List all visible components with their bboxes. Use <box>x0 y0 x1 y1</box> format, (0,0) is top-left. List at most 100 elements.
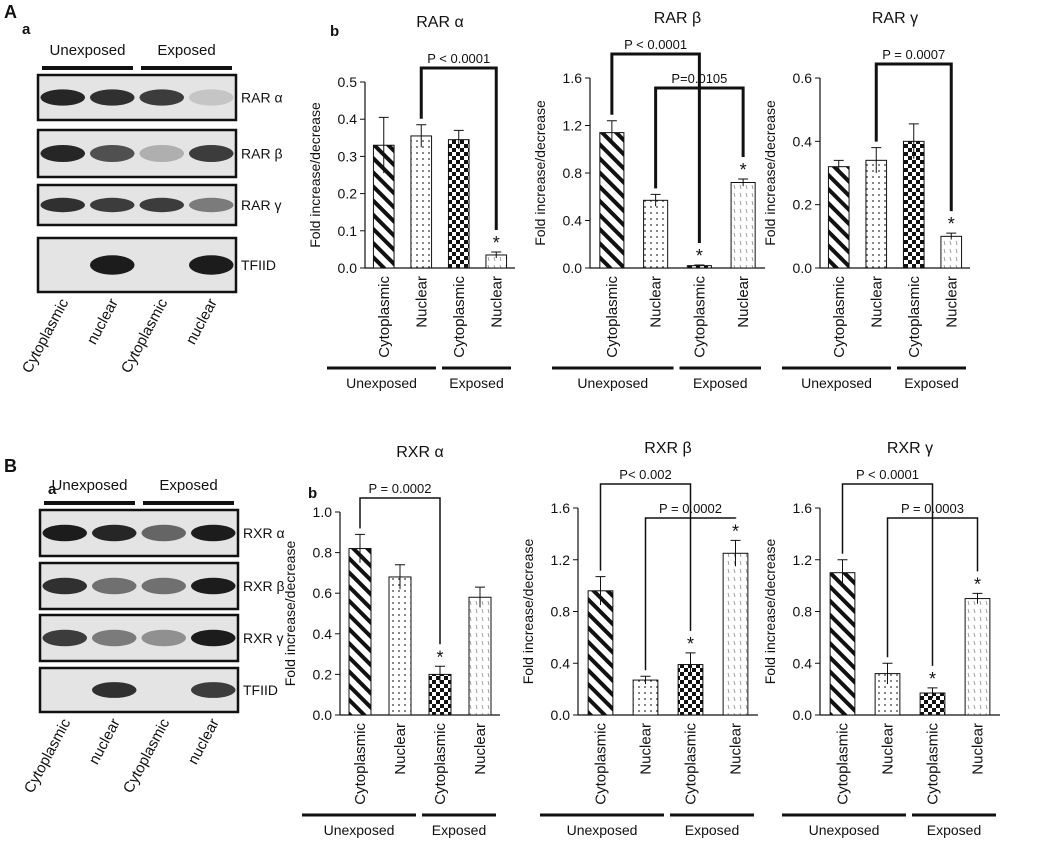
blot-label: TFIID <box>241 257 276 273</box>
blot-label: RAR α <box>241 90 283 106</box>
error-bar <box>435 665 445 683</box>
y-tick-label: 0.4 <box>338 111 358 127</box>
chart-title: RAR α <box>416 14 463 31</box>
blot-band <box>139 197 185 213</box>
x-tick-label: Cytoplasmic <box>432 723 449 805</box>
error-bar <box>475 586 485 608</box>
chart-title: RAR γ <box>872 10 918 27</box>
error-bar <box>491 251 502 258</box>
error-bar <box>378 116 389 174</box>
y-axis-label: Fold increase/decrease <box>762 100 778 246</box>
x-tick-label: Cytoplasmic <box>593 723 610 805</box>
blot-band <box>190 577 236 595</box>
x-tick-label: Nuclear <box>413 276 430 328</box>
x-tick-label: Cytoplasmic <box>376 276 393 358</box>
y-tick-label: 0.8 <box>551 604 571 620</box>
y-tick-label: 0.0 <box>313 707 333 723</box>
error-bar <box>730 539 741 567</box>
error-bar <box>871 147 882 173</box>
y-tick-label: 0.4 <box>563 213 583 229</box>
blot-band <box>89 197 135 213</box>
x-tick-label: Nuclear <box>638 723 655 775</box>
chart-title: RXR γ <box>887 440 933 457</box>
y-tick-label: 1.2 <box>563 118 583 134</box>
y-tick-label: 0.0 <box>338 260 358 276</box>
x-tick-label: Cytoplasmic <box>925 723 942 805</box>
blot-band <box>91 629 137 647</box>
bar <box>410 135 433 269</box>
bar-chart: RXR γ 0.0 0.4 0.8 1.2 1.6 Fold increase/decrea… <box>762 440 1000 838</box>
p-value: P< 0.002 <box>619 467 671 482</box>
blot-band <box>42 629 88 647</box>
y-axis-label: Fold increase/decrease <box>307 102 323 248</box>
x-tick-label: Nuclear <box>488 276 505 328</box>
panel-sub-a: a <box>48 481 57 498</box>
y-tick-label: 0.4 <box>793 655 813 671</box>
significance-mark: * <box>493 233 500 253</box>
blot-band <box>40 89 86 106</box>
error-bar <box>395 564 405 590</box>
blot-band <box>42 524 88 542</box>
x-tick-label: Nuclear <box>868 276 885 328</box>
significance-mark: * <box>929 669 936 689</box>
group-label: Unexposed <box>801 375 872 391</box>
bar-chart: RXR α 0.0 0.2 0.4 0.6 0.8 1.0 Fold increase/dec… <box>282 444 500 838</box>
bar <box>865 159 888 269</box>
y-tick-label: 0.2 <box>313 666 333 682</box>
significance-mark: * <box>687 634 694 654</box>
p-value: P < 0.0001 <box>856 467 919 482</box>
y-tick-label: 1.2 <box>793 552 813 568</box>
blot-band <box>42 577 88 595</box>
x-tick-label: Cytoplasmic <box>451 276 468 358</box>
y-tick-label: 0.4 <box>793 133 813 149</box>
y-tick-label: 0.5 <box>338 74 358 90</box>
y-tick-label: 0.0 <box>551 707 571 723</box>
x-tick-label: Nuclear <box>392 723 409 775</box>
y-tick-label: 1.6 <box>551 500 571 516</box>
lane-label: nuclear <box>185 716 223 767</box>
y-tick-label: 0.2 <box>338 186 358 202</box>
error-bar <box>833 159 844 173</box>
y-tick-label: 0.4 <box>313 626 333 642</box>
blot-band <box>91 524 137 542</box>
bar <box>348 548 372 716</box>
y-axis-label: Fold increase/decrease <box>762 539 778 685</box>
group-label: Exposed <box>693 375 747 391</box>
lane-label: Cytoplasmic <box>118 295 172 376</box>
blot-group-label: Exposed <box>159 477 217 494</box>
bar-chart: RXR β 0.0 0.4 0.8 1.2 1.6 Fold increase/decrea… <box>520 440 758 838</box>
group-label: Exposed <box>904 375 958 391</box>
significance-mark: * <box>948 214 955 234</box>
error-bar <box>972 592 983 604</box>
group-label: Unexposed <box>567 822 638 838</box>
x-tick-label: Cytoplasmic <box>604 276 621 358</box>
error-bar <box>908 123 919 159</box>
error-bar <box>685 652 696 677</box>
significance-mark: * <box>740 160 747 180</box>
bar <box>722 552 749 716</box>
blot-band <box>40 197 86 213</box>
significance-bracket <box>841 483 934 666</box>
lane-label: nuclear <box>86 716 124 767</box>
significance-mark: * <box>732 521 739 541</box>
bar <box>643 199 669 269</box>
significance-bracket <box>654 86 745 189</box>
blot-label: RXR β <box>243 578 285 594</box>
error-bar <box>837 559 848 586</box>
y-tick-label: 0.0 <box>563 260 583 276</box>
lane-label: Cytoplasmic <box>120 715 174 796</box>
chart-title: RXR α <box>396 444 443 461</box>
error-bar <box>946 232 957 240</box>
panel-sub-a: a <box>22 21 31 38</box>
x-tick-label: Cytoplasmic <box>352 723 369 805</box>
lane-label: nuclear <box>183 296 221 347</box>
blot-band <box>141 577 187 595</box>
chart-title: RXR β <box>644 440 691 457</box>
figure-root: Aa b Unexposed Exposed RAR α RAR β RAR γ TFIID C… <box>4 2 1000 838</box>
p-value: P = 0.0002 <box>368 481 431 496</box>
y-axis-label: Fold increase/decrease <box>520 539 536 685</box>
chart-title: RAR β <box>654 10 701 27</box>
y-tick-label: 1.2 <box>551 552 571 568</box>
group-label: Exposed <box>449 375 503 391</box>
